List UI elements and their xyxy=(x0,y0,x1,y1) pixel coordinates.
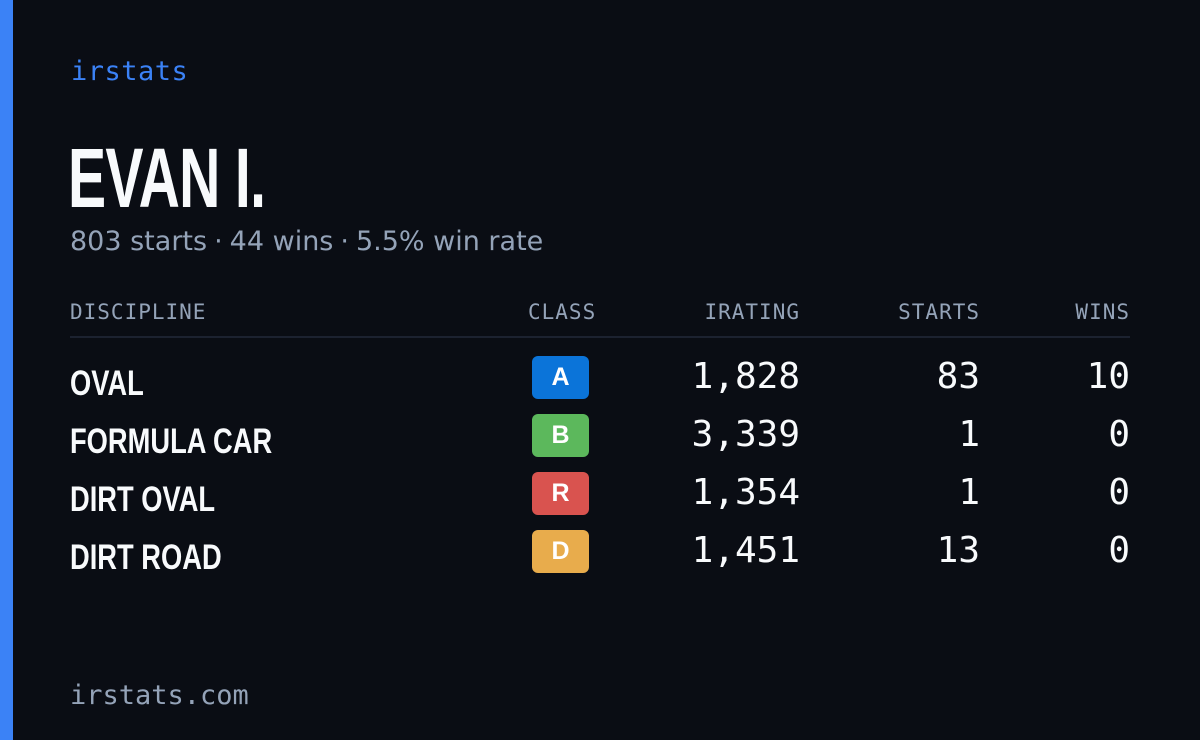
wins-value: 10 xyxy=(1086,356,1130,397)
table-row: OVAL A 1,828 83 10 xyxy=(70,352,1130,410)
irating-value: 3,339 xyxy=(691,414,800,455)
discipline-name: FORMULA CAR xyxy=(70,422,273,461)
table-row: DIRT ROAD D 1,451 13 0 xyxy=(70,526,1130,584)
class-badge: R xyxy=(532,472,589,515)
header-wins: WINS xyxy=(1075,300,1130,324)
driver-summary: 803 starts · 44 wins · 5.5% win rate xyxy=(70,226,543,257)
class-badge: D xyxy=(532,530,589,573)
header-irating: IRATING xyxy=(704,300,800,324)
table-row: DIRT OVAL R 1,354 1 0 xyxy=(70,468,1130,526)
footer-url: irstats.com xyxy=(70,680,249,711)
discipline-name: DIRT ROAD xyxy=(70,538,222,577)
irating-value: 1,354 xyxy=(691,472,800,513)
irating-value: 1,451 xyxy=(691,530,800,571)
summary-separator: · xyxy=(214,226,223,257)
brand-label: irstats xyxy=(71,56,189,87)
driver-name: EVAN I. xyxy=(68,131,266,225)
table-row: FORMULA CAR B 3,339 1 0 xyxy=(70,410,1130,468)
summary-win-rate: 5.5% win rate xyxy=(355,226,544,257)
table-header: DISCIPLINE CLASS IRATING STARTS WINS xyxy=(70,296,1130,338)
accent-bar xyxy=(0,0,13,740)
summary-starts: 803 starts xyxy=(70,226,208,257)
wins-value: 0 xyxy=(1108,414,1130,455)
summary-wins: 44 wins xyxy=(229,226,334,257)
starts-value: 83 xyxy=(936,356,980,397)
starts-value: 1 xyxy=(958,414,980,455)
header-discipline: DISCIPLINE xyxy=(70,300,207,324)
starts-value: 13 xyxy=(936,530,980,571)
discipline-name: DIRT OVAL xyxy=(70,480,216,519)
class-badge: A xyxy=(532,356,589,399)
wins-value: 0 xyxy=(1108,472,1130,513)
discipline-table: DISCIPLINE CLASS IRATING STARTS WINS OVA… xyxy=(70,296,1130,584)
starts-value: 1 xyxy=(958,472,980,513)
wins-value: 0 xyxy=(1108,530,1130,571)
class-badge: B xyxy=(532,414,589,457)
summary-separator: · xyxy=(340,226,349,257)
irating-value: 1,828 xyxy=(691,356,800,397)
discipline-name: OVAL xyxy=(70,364,144,403)
header-class: CLASS xyxy=(528,300,597,324)
header-starts: STARTS xyxy=(898,300,980,324)
table-body: OVAL A 1,828 83 10 FORMULA CAR B 3,339 1… xyxy=(70,338,1130,584)
